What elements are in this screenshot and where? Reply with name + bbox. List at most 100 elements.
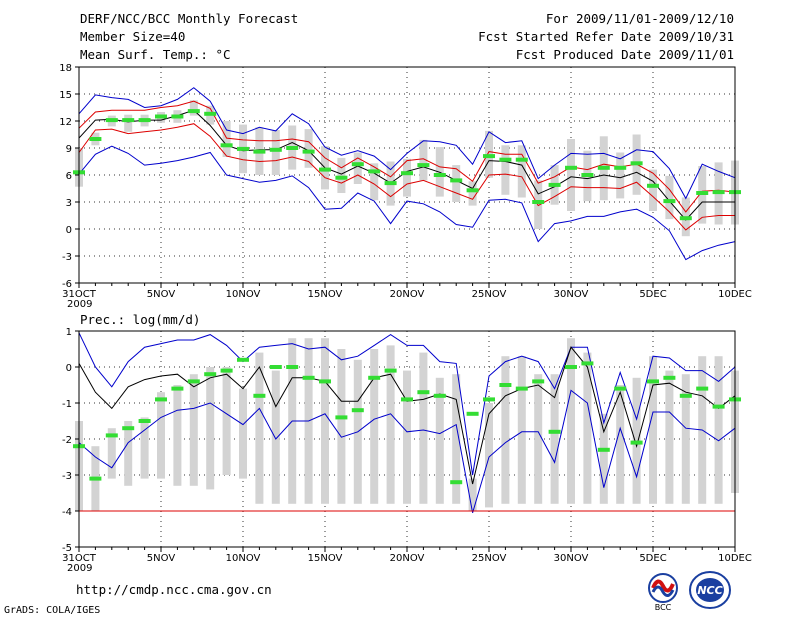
panel-1-median-marker [155,114,167,119]
panel-2-median-marker [663,375,676,380]
panel-2-spread-box [681,374,690,504]
panel-2-median-marker [499,383,512,387]
panel-1-xtick-label: 5DEC [639,289,666,300]
panel-2-median-marker [253,393,266,398]
panel-2-spread-box [140,417,149,479]
panel-2-spread-box [583,352,592,504]
panel-1-median-marker [614,165,627,170]
panel-2-median-marker [237,357,249,362]
panel-1-median-marker [237,146,249,151]
panel-1-line-max [78,87,736,200]
ncc-logo-text: NCC [697,584,722,597]
panel-2-ytick-label: -5 [62,543,72,554]
panel-1-xtick-label: 31OCT [62,289,97,300]
panel-2-median-marker [630,440,643,445]
panel-2-median-marker [155,397,167,402]
panel-2-xtick-label: 10NOV [226,553,261,564]
panel-1-ytick-label: 12 [59,117,72,128]
bcc-logo: BCC [648,573,678,612]
panel-2-spread-box [616,385,625,504]
panel-1-median-marker [515,157,528,162]
panel-2-ytick-label: -2 [62,435,72,446]
panel-2-xtick-label: 5NOV [147,553,176,564]
panel-2-spread-box [550,374,559,504]
panel-1-spread-box [353,152,362,184]
panel-1-median-marker [204,111,217,116]
panel-1-median-marker [335,175,348,180]
panel-2-spread-box [271,370,280,504]
panel-2-median-marker [187,379,200,384]
panel-1-spread-box [222,121,231,157]
panel-2-spread-box [419,352,428,504]
panel-2-median-marker [384,368,397,373]
panel-1-median-marker [351,162,364,167]
panel-1-line-min [78,145,736,261]
panel-2-spread-box [501,356,510,504]
panel-2-median-marker [302,375,315,380]
panel-1-median-marker [269,147,282,152]
panel-2-spread-box [665,370,674,504]
panel-1-ytick-label: 0 [66,225,72,236]
panel-2-median-marker [515,386,528,391]
panel-2-spread-box [714,356,723,504]
panel-2-spread-box [107,428,116,479]
panel-2-spread-box [239,388,247,479]
panel-2-median-marker [269,365,282,369]
panel-1-median-marker [171,114,184,119]
panel-1-median-marker [663,199,676,204]
panel-1-ytick-label: -6 [62,279,72,290]
panel-2-spread-box [435,377,444,504]
panel-2-spread-box [370,349,379,504]
bcc-logo-text: BCC [655,603,672,612]
panel-1-ytick-label: 15 [59,90,72,101]
panel-2-median-marker [647,379,659,384]
panel-2-median-marker [401,397,413,402]
panel-1-median-marker [597,165,610,170]
panel-2-median-marker [319,379,331,384]
panel-1-median-marker [696,191,709,195]
panel-2-spread-box [255,352,264,504]
panel-2-xtick-label: 10DEC [718,553,752,564]
panel-2-spread-box [649,356,657,504]
panel-1-median-marker [89,137,102,141]
panel-1-median-marker [565,165,577,170]
panel-2-median-marker [597,447,610,452]
source-url[interactable]: http://cmdp.ncc.cma.gov.cn [76,582,272,597]
panel-1-median-marker [483,154,495,159]
panel-1-spread-box [124,114,133,132]
panel-2-median-marker [450,480,463,485]
ncc-logo: NCC [689,571,731,609]
panel-1-median-marker [384,181,397,186]
panel-1-median-marker [122,118,135,123]
panel-1-median-marker [532,200,545,204]
panel-1-year-label: 2009 [67,299,92,310]
fcst-started-date: Fcst Started Refer Date 2009/10/31 [478,29,734,44]
panel-2-spread-box [517,356,526,504]
panel-1-ytick-label: -3 [62,252,72,263]
panel-1-ytick-label: 3 [66,198,72,209]
panel-2-spread-box [386,345,395,504]
panel-2-median-marker [89,476,102,481]
panel-1-median-marker [319,167,331,172]
panel-2-median-marker [417,390,430,395]
panel-1-xtick-label: 20NOV [390,289,425,300]
panel-1-spread-box [665,175,674,220]
panel-1-median-marker [647,183,659,188]
panel-1-median-marker [105,118,118,123]
panel-2-median-marker [466,411,479,416]
panel-2-median-marker [351,408,364,413]
panel-1-ytick-label: 18 [59,63,72,74]
panel-1-median-marker [433,173,446,177]
panel-2-median-marker [220,368,233,373]
variable-label: Mean Surf. Temp.: °C [80,47,231,62]
panel-1-median-marker [187,109,200,114]
panel-2-median-marker [565,365,577,369]
panel-2-median-marker [548,429,561,434]
panel-2-spread-box [173,385,182,486]
panel-2-xtick-label: 30NOV [554,553,589,564]
panel-1-median-marker [581,173,594,177]
panel-2-median-marker [368,375,381,380]
fcst-produced-date: Fcst Produced Date 2009/11/01 [515,47,734,62]
panel-2-spread-box [403,370,411,504]
